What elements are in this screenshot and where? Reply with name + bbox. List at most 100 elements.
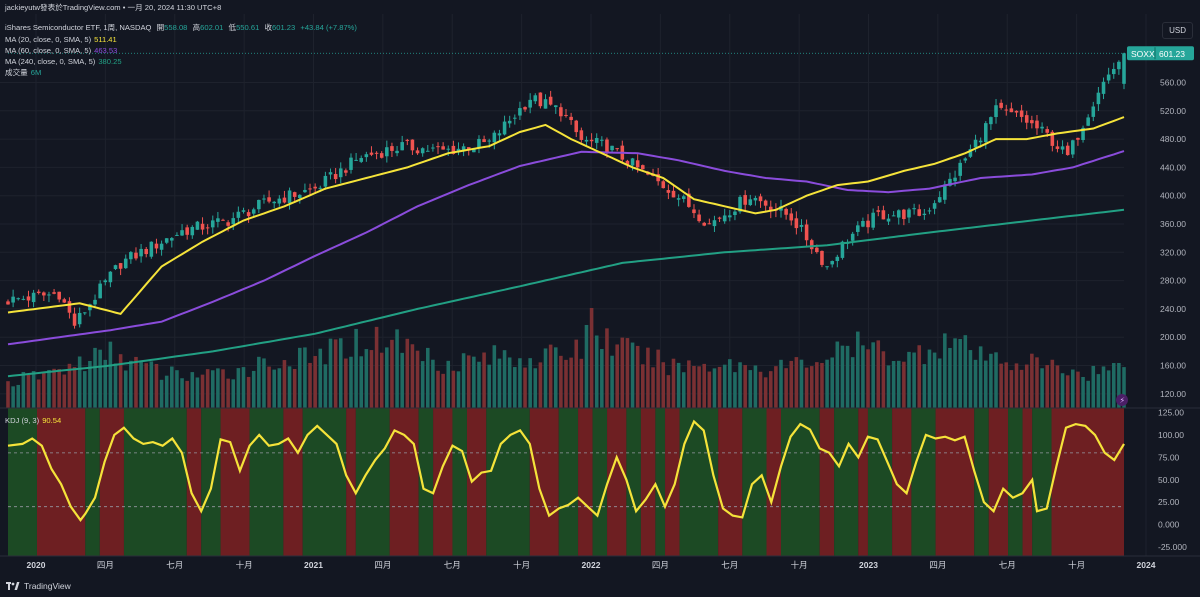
volume-bar — [579, 358, 584, 408]
candle-body — [487, 140, 491, 142]
volume-bar — [379, 352, 384, 408]
volume-bar — [845, 345, 850, 408]
volume-bar — [615, 344, 619, 408]
candle-body — [374, 152, 379, 154]
volume-bar — [446, 360, 451, 408]
volume-bar — [594, 335, 599, 408]
volume-label: 成交量 — [5, 68, 28, 77]
candle-body — [1060, 146, 1065, 150]
volume-bar — [538, 362, 543, 408]
ma60-legend: MA (60, close, 0, SMA, 5) 463.53 — [5, 46, 120, 56]
candle-body — [861, 220, 865, 227]
candle-body — [681, 196, 686, 199]
candle-body — [907, 209, 911, 218]
high-label: 高 — [192, 23, 201, 32]
volume-bar — [513, 367, 517, 408]
volume-bar — [1050, 359, 1055, 408]
volume-bar — [313, 356, 317, 408]
kdj-regime-band — [819, 408, 835, 556]
candle-body — [994, 105, 998, 118]
candle-body — [943, 184, 947, 200]
currency-button[interactable]: USD — [1162, 22, 1193, 39]
volume-bar — [405, 338, 410, 408]
kdj-regime-band — [186, 408, 202, 556]
moving-averages — [7, 116, 1125, 378]
candle-body — [553, 105, 558, 108]
volume-bar — [927, 349, 932, 408]
candle-body — [16, 298, 21, 300]
candle-body — [989, 117, 993, 125]
volume-bar — [374, 326, 379, 408]
volume-bar — [548, 344, 553, 408]
candle-body — [67, 301, 72, 313]
volume-bar — [88, 360, 92, 408]
kdj-regime-band — [36, 408, 86, 556]
volume-bar — [482, 352, 486, 408]
candle-body — [98, 283, 102, 299]
volume-bar — [722, 364, 727, 408]
candle-body — [11, 296, 15, 303]
volume-bar — [891, 360, 896, 408]
candle-body — [492, 132, 497, 143]
candle-body — [420, 148, 425, 154]
candle-body — [738, 196, 742, 212]
candle-body — [973, 139, 978, 148]
volume-bar — [1035, 357, 1039, 408]
candle-body — [866, 220, 870, 228]
kdj-regime-band — [935, 408, 975, 556]
candle-body — [108, 271, 113, 283]
candle-body — [661, 181, 666, 189]
low-value: 550.61 — [236, 23, 260, 32]
volume-bar — [303, 347, 307, 408]
volume-bar — [743, 365, 747, 408]
candle-body — [753, 197, 758, 201]
volume-bar — [712, 368, 717, 408]
candle-body — [1030, 120, 1034, 124]
time-tick-label: 七月 — [999, 560, 1016, 570]
candle-body — [538, 92, 543, 107]
candle-body — [251, 209, 256, 214]
volume-bar — [251, 370, 256, 408]
bolt-badge-icon[interactable] — [1116, 394, 1128, 406]
candle-body — [600, 139, 604, 141]
kdj-regime-band — [780, 408, 820, 556]
volume-bar — [1065, 375, 1070, 408]
kdj-regime-band — [452, 408, 467, 556]
kdj-tick-label: -25.000 — [1158, 542, 1187, 552]
ma240-legend: MA (240, close, 0, SMA, 5) 380.25 — [5, 57, 125, 67]
volume-bar — [170, 366, 174, 408]
kdj-regime-band — [834, 408, 859, 556]
kdj-regime-band — [466, 408, 487, 556]
kdj-regime-band — [558, 408, 579, 556]
kdj-regime-band — [529, 408, 559, 556]
price-tick-label: 320.00 — [1160, 247, 1186, 257]
volume-bar — [1019, 369, 1024, 408]
price-tag-symbol: SOXX — [1131, 49, 1155, 59]
volume-bar — [687, 360, 691, 408]
volume-bar — [31, 371, 36, 408]
candle-body — [692, 209, 696, 214]
candle-body — [1076, 137, 1080, 140]
candle-body — [835, 256, 840, 262]
candle-body — [641, 165, 645, 170]
candle-body — [226, 222, 230, 226]
volume-bar — [973, 359, 978, 408]
candle-body — [1106, 74, 1111, 81]
low-label: 低 — [228, 23, 237, 32]
time-tick-label: 四月 — [929, 560, 946, 570]
volume-bar — [1096, 374, 1101, 408]
kdj-regime-band — [867, 408, 893, 556]
candle-body — [318, 187, 323, 189]
volume-bar — [129, 360, 133, 408]
volume-bar — [999, 363, 1003, 408]
volume-bar — [1040, 368, 1044, 408]
kdj-tick-label: 125.00 — [1158, 407, 1184, 417]
price-tick-label: 240.00 — [1160, 304, 1186, 314]
volume-bar — [93, 347, 97, 408]
volume-bar — [671, 358, 676, 408]
candle-body — [518, 108, 522, 116]
candle-body — [134, 252, 138, 259]
volume-bar — [825, 359, 829, 408]
candle-body — [303, 189, 307, 193]
candle-body — [1086, 117, 1090, 126]
